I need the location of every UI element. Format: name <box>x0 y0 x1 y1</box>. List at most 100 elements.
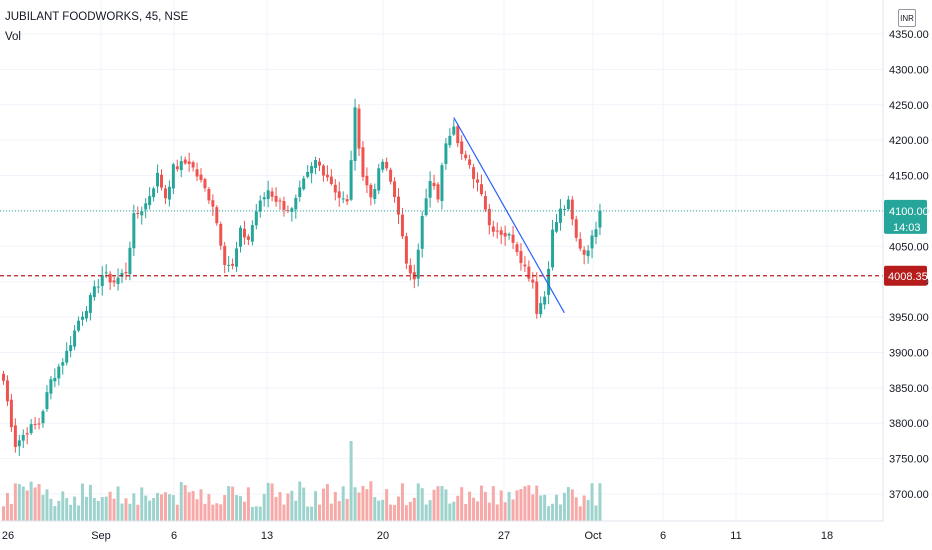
candle-body[interactable] <box>456 126 460 144</box>
candle-body[interactable] <box>314 159 318 169</box>
candle-body[interactable] <box>341 198 345 200</box>
candle-body[interactable] <box>104 272 108 274</box>
candle-body[interactable] <box>140 211 144 216</box>
candle-body[interactable] <box>191 162 195 168</box>
candle-body[interactable] <box>329 176 333 185</box>
candle-body[interactable] <box>337 191 341 198</box>
candle-body[interactable] <box>547 268 551 295</box>
candle-body[interactable] <box>499 230 503 235</box>
candle-body[interactable] <box>464 154 468 159</box>
candle-body[interactable] <box>487 208 491 226</box>
candle-body[interactable] <box>167 186 171 200</box>
candle-body[interactable] <box>424 198 428 216</box>
candle-body[interactable] <box>100 275 104 287</box>
candle-body[interactable] <box>385 161 389 169</box>
candle-body[interactable] <box>590 235 594 249</box>
candle-body[interactable] <box>152 188 156 198</box>
candle-body[interactable] <box>231 263 235 266</box>
price-axis[interactable]: 3700.00 3750.00 3800.00 3850.00 3900.00 3950.… <box>889 29 929 501</box>
candle-body[interactable] <box>318 161 321 166</box>
candle-body[interactable] <box>96 286 100 288</box>
candle-body[interactable] <box>491 226 495 232</box>
candle-body[interactable] <box>163 188 167 199</box>
candle-body[interactable] <box>310 166 314 174</box>
candle-body[interactable] <box>460 141 464 154</box>
candle-body[interactable] <box>171 164 175 189</box>
candle-body[interactable] <box>562 208 566 210</box>
volume-indicator-label[interactable]: Vol <box>5 31 21 43</box>
candle-body[interactable] <box>472 167 476 180</box>
candle-body[interactable] <box>2 373 5 381</box>
candle-body[interactable] <box>325 174 329 178</box>
candle-body[interactable] <box>120 272 124 277</box>
candle-body[interactable] <box>246 236 250 240</box>
candle-body[interactable] <box>17 440 21 447</box>
candle-body[interactable] <box>444 143 448 164</box>
candle-body[interactable] <box>9 399 13 428</box>
trendline[interactable] <box>453 117 565 314</box>
candle-body[interactable] <box>132 213 136 249</box>
candle-body[interactable] <box>393 181 397 198</box>
currency-badge[interactable]: INR <box>898 9 916 27</box>
candle-body[interactable] <box>298 187 302 197</box>
candle-body[interactable] <box>357 108 361 149</box>
candle-body[interactable] <box>92 286 96 298</box>
candle-body[interactable] <box>41 411 45 424</box>
candle-body[interactable] <box>25 433 29 435</box>
candle-body[interactable] <box>235 248 239 267</box>
candle-body[interactable] <box>183 159 187 164</box>
candle-body[interactable] <box>45 392 49 410</box>
candle-body[interactable] <box>5 380 9 402</box>
candle-body[interactable] <box>282 201 286 210</box>
candle-body[interactable] <box>33 423 37 425</box>
candle-body[interactable] <box>428 181 432 198</box>
candle-body[interactable] <box>400 214 404 237</box>
candle-body[interactable] <box>144 203 148 210</box>
candle-body[interactable] <box>495 230 499 232</box>
candle-body[interactable] <box>582 249 586 255</box>
candle-body[interactable] <box>242 228 246 238</box>
candle-body[interactable] <box>345 199 349 202</box>
candle-body[interactable] <box>432 182 436 187</box>
candle-body[interactable] <box>61 362 65 366</box>
candle-body[interactable] <box>124 272 128 274</box>
candle-body[interactable] <box>574 219 578 238</box>
candle-body[interactable] <box>373 189 377 199</box>
candle-body[interactable] <box>258 200 262 212</box>
candle-body[interactable] <box>21 434 25 441</box>
candle-body[interactable] <box>353 107 357 161</box>
candle-body[interactable] <box>223 246 227 265</box>
candle-body[interactable] <box>239 227 242 247</box>
candle-body[interactable] <box>570 199 574 220</box>
candle-body[interactable] <box>73 330 77 347</box>
candle-body[interactable] <box>37 423 41 425</box>
candle-body[interactable] <box>148 196 152 206</box>
candle-body[interactable] <box>13 425 17 447</box>
candle-body[interactable] <box>211 200 215 207</box>
candle-body[interactable] <box>507 233 511 236</box>
candle-body[interactable] <box>254 211 258 226</box>
candle-body[interactable] <box>112 280 116 283</box>
candle-body[interactable] <box>302 178 306 190</box>
candle-body[interactable] <box>598 210 602 228</box>
candle-body[interactable] <box>77 320 81 331</box>
candle-body[interactable] <box>219 223 223 246</box>
candle-body[interactable] <box>408 265 412 274</box>
candle-body[interactable] <box>270 191 274 197</box>
candle-body[interactable] <box>515 244 519 252</box>
candle-body[interactable] <box>586 250 590 257</box>
candle-body[interactable] <box>440 165 444 201</box>
candle-body[interactable] <box>306 171 310 177</box>
candle-body[interactable] <box>286 210 290 212</box>
candle-body[interactable] <box>274 195 278 202</box>
candle-body[interactable] <box>227 264 231 266</box>
candle-body[interactable] <box>511 234 515 243</box>
candle-body[interactable] <box>53 377 57 382</box>
candle-body[interactable] <box>416 249 420 279</box>
candle-body[interactable] <box>365 175 369 186</box>
candle-body[interactable] <box>531 279 535 283</box>
candle-body[interactable] <box>558 208 562 223</box>
candle-body[interactable] <box>65 350 69 363</box>
candle-body[interactable] <box>527 266 531 279</box>
